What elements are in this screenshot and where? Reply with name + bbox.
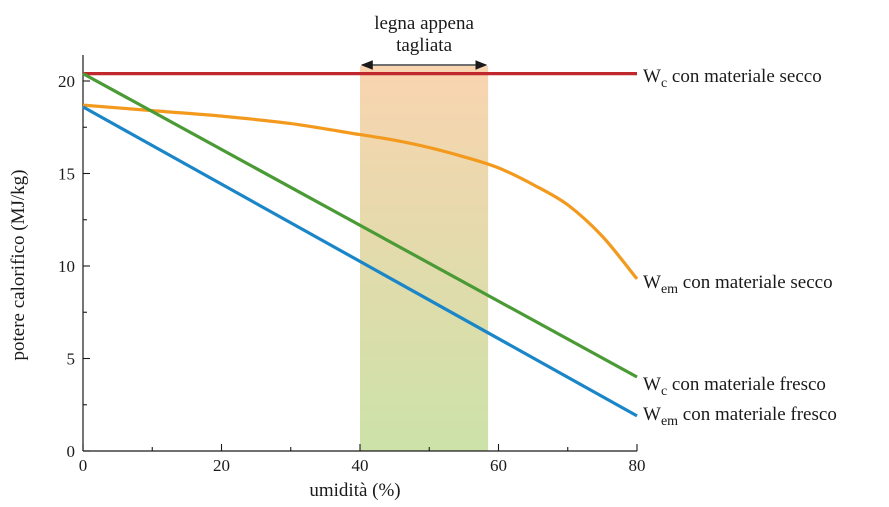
x-tick-label: 40	[352, 456, 369, 475]
series-group	[82, 72, 639, 418]
y-tick-label: 20	[58, 72, 75, 91]
x-tick-label: 60	[490, 456, 507, 475]
x-tick-label: 80	[629, 456, 646, 475]
series-label-2: Wem con materiale secco	[643, 272, 833, 297]
y-tick-label: 5	[67, 350, 76, 369]
y-ticks: 0 5 10 15 20	[58, 72, 90, 461]
x-tick-label: 20	[213, 456, 230, 475]
x-axis-title: umidità (%)	[309, 480, 400, 501]
band-label-line-1: legna appena	[374, 13, 474, 34]
series-line-2	[82, 103, 639, 280]
x-tick-label: 0	[79, 456, 88, 475]
series-labels: Wc con materiale secco Wem con materiale …	[643, 66, 837, 429]
x-ticks: 0 20 40 60 80	[79, 444, 646, 475]
series-label-4: Wem con materiale fresco	[643, 404, 837, 429]
series-label-1: Wc con materiale secco	[643, 66, 822, 91]
y-tick-label: 0	[67, 442, 76, 461]
band-label-line-2: tagliata	[396, 35, 452, 56]
series-line-4	[82, 105, 638, 418]
series-line-3	[82, 72, 638, 379]
y-tick-label: 10	[58, 257, 75, 276]
y-axis-title: potere calorifico (MJ/kg)	[8, 170, 29, 361]
series-label-3: Wc con materiale fresco	[643, 374, 826, 399]
y-tick-label: 15	[58, 165, 75, 184]
axes: 0 20 40 60 80 0 5 10 15 20	[58, 55, 646, 475]
highlight-band	[360, 66, 489, 451]
